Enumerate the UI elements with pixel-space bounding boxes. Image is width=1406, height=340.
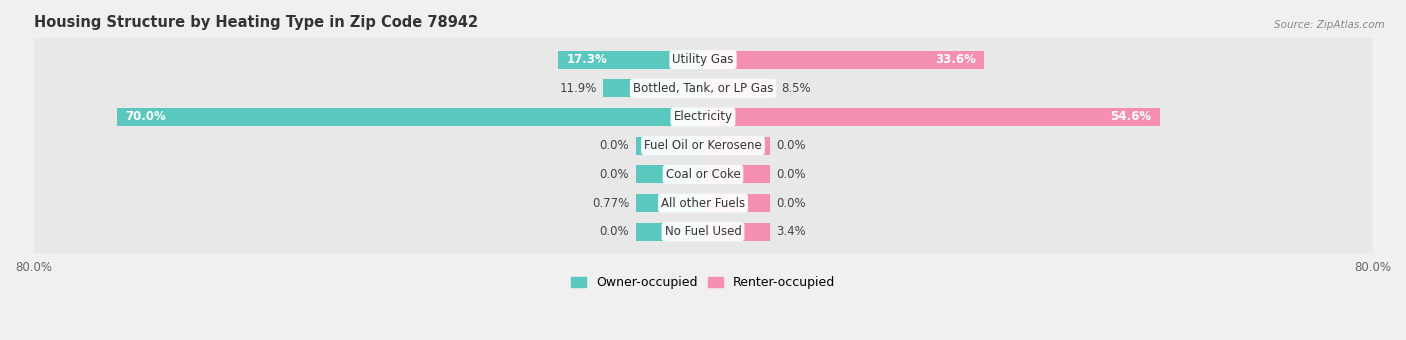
Bar [117,108,703,126]
Bar [703,80,775,97]
Text: 0.0%: 0.0% [600,139,630,152]
Bar [636,223,703,241]
Bar [703,137,770,155]
FancyBboxPatch shape [30,204,1376,260]
FancyBboxPatch shape [30,175,1376,231]
Text: 3.4%: 3.4% [776,225,807,238]
Text: 8.5%: 8.5% [780,82,810,95]
Text: All other Fuels: All other Fuels [661,197,745,209]
Text: Utility Gas: Utility Gas [672,53,734,66]
FancyBboxPatch shape [30,118,1376,174]
FancyBboxPatch shape [30,89,1376,145]
Text: 0.0%: 0.0% [600,225,630,238]
Text: 54.6%: 54.6% [1111,110,1152,123]
Text: Housing Structure by Heating Type in Zip Code 78942: Housing Structure by Heating Type in Zip… [34,15,478,30]
Text: 0.0%: 0.0% [600,168,630,181]
Bar [703,223,770,241]
Bar [636,194,703,212]
Bar [703,194,770,212]
Text: 17.3%: 17.3% [567,53,607,66]
Text: 0.0%: 0.0% [776,139,806,152]
FancyBboxPatch shape [30,32,1376,88]
FancyBboxPatch shape [30,146,1376,203]
Text: 0.77%: 0.77% [592,197,630,209]
Bar [636,166,703,183]
Text: 0.0%: 0.0% [776,168,806,181]
Text: Bottled, Tank, or LP Gas: Bottled, Tank, or LP Gas [633,82,773,95]
Text: 70.0%: 70.0% [125,110,166,123]
Text: Coal or Coke: Coal or Coke [665,168,741,181]
Text: 11.9%: 11.9% [560,82,596,95]
FancyBboxPatch shape [30,60,1376,116]
Bar [558,51,703,69]
Bar [603,80,703,97]
Bar [636,137,703,155]
Text: Source: ZipAtlas.com: Source: ZipAtlas.com [1274,20,1385,30]
Text: Fuel Oil or Kerosene: Fuel Oil or Kerosene [644,139,762,152]
Bar [703,166,770,183]
Text: No Fuel Used: No Fuel Used [665,225,741,238]
Text: 0.0%: 0.0% [776,197,806,209]
Text: 33.6%: 33.6% [935,53,976,66]
Text: Electricity: Electricity [673,110,733,123]
Bar [703,51,984,69]
Bar [703,108,1160,126]
Legend: Owner-occupied, Renter-occupied: Owner-occupied, Renter-occupied [567,271,839,294]
